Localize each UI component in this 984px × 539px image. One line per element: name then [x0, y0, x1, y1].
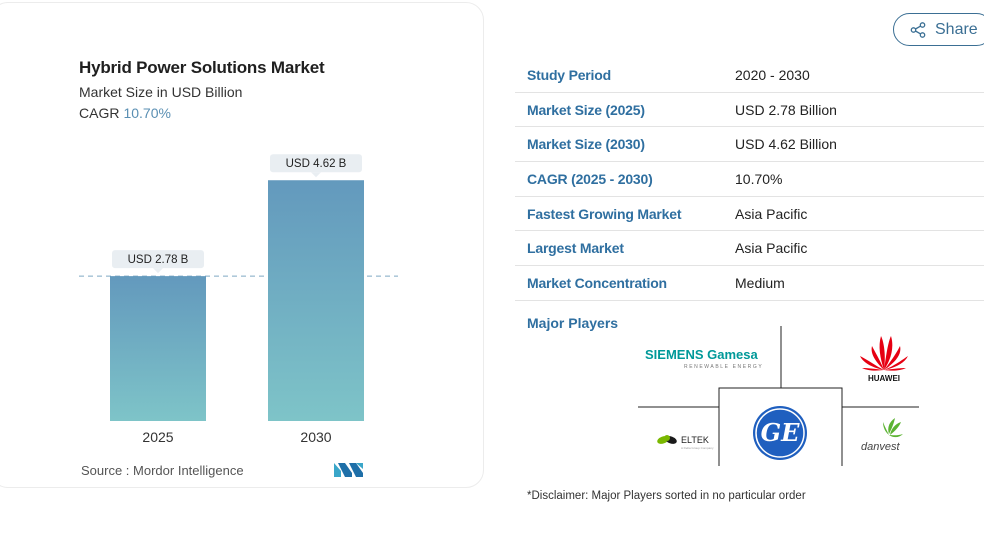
danvest-leaf-icon — [883, 418, 903, 438]
data-label-bg — [270, 154, 362, 173]
chart-card — [0, 2, 484, 488]
ge-logo: GE — [753, 406, 807, 460]
share-icon — [910, 21, 926, 38]
chart-title: Hybrid Power Solutions Market — [79, 58, 325, 77]
ge-name: GE — [761, 418, 800, 447]
eltek-tagline: A Delta Group Company — [681, 446, 714, 450]
major-players-title: Major Players — [527, 315, 619, 331]
grid-divider — [718, 387, 843, 466]
data-label-2025: USD 2.78 B — [128, 254, 189, 266]
huawei-logo: HUAWEI — [860, 336, 908, 383]
mordor-intelligence-logo-icon — [334, 463, 363, 477]
info-label: Study Period — [527, 66, 611, 83]
info-row-cagr: CAGR (2025 - 2030) 10.70% — [515, 162, 984, 197]
info-label: Largest Market — [527, 240, 624, 257]
source-label: Source : — [81, 463, 130, 478]
info-value: Asia Pacific — [735, 240, 808, 257]
info-label: Market Size (2030) — [527, 136, 645, 153]
siemens-gamesa-tagline: RENEWABLE ENERGY — [684, 364, 763, 370]
siemens-gamesa-logo: SIEMENS Gamesa RENEWABLE ENERGY — [645, 347, 763, 370]
bar-2030 — [268, 180, 364, 421]
bar-2025 — [110, 276, 206, 421]
eltek-mark-icon — [657, 435, 677, 444]
danvest-logo: danvest — [861, 418, 903, 453]
siemens-gamesa-name: SIEMENS Gamesa — [645, 347, 758, 362]
info-value: USD 4.62 Billion — [735, 136, 837, 153]
disclaimer: *Disclaimer: Major Players sorted in no … — [527, 490, 806, 502]
data-label-bg — [112, 250, 204, 269]
info-value: 2020 - 2030 — [735, 66, 810, 83]
huawei-name: HUAWEI — [868, 374, 900, 383]
source-text: Mordor Intelligence — [133, 463, 244, 478]
huawei-petals-icon — [860, 336, 908, 371]
market-info-table: Study Period 2020 - 2030 Market Size (20… — [515, 58, 984, 301]
chart-source: Source : Mordor Intelligence — [81, 463, 244, 478]
cagr-value: 10.70% — [123, 105, 171, 121]
share-label: Share — [935, 20, 978, 38]
ge-circle-icon — [753, 406, 807, 460]
info-row-largest-market: Largest Market Asia Pacific — [515, 231, 984, 267]
info-value: USD 2.78 Billion — [735, 101, 837, 118]
info-label: Market Size (2025) — [527, 101, 645, 118]
info-label: Market Concentration — [527, 274, 667, 291]
share-button[interactable]: Share — [893, 13, 984, 46]
bar-chart: USD 2.78 B 2025 USD 4.62 B 2030 — [79, 154, 398, 445]
info-label: CAGR (2025 - 2030) — [527, 170, 653, 187]
info-value: 10.70% — [735, 170, 783, 187]
info-label: Fastest Growing Market — [527, 205, 682, 222]
danvest-name: danvest — [861, 441, 900, 453]
eltek-logo: ELTEK A Delta Group Company — [657, 435, 714, 450]
x-tick-label-2025: 2025 — [142, 429, 173, 445]
cagr-label: CAGR — [79, 105, 120, 121]
eltek-name: ELTEK — [681, 435, 709, 445]
info-row-fastest-growing: Fastest Growing Market Asia Pacific — [515, 197, 984, 232]
chart-subtitle: Market Size in USD Billion — [79, 84, 243, 100]
x-tick-label-2030: 2030 — [300, 429, 331, 445]
major-players-logo-grid: SIEMENS Gamesa RENEWABLE ENERGY HUAWEI E… — [638, 326, 919, 466]
data-label-pointer — [311, 172, 321, 178]
data-label-2030: USD 4.62 B — [286, 158, 347, 170]
info-value: Asia Pacific — [735, 205, 808, 222]
data-label-pointer — [153, 268, 163, 274]
info-row-market-size-2025: Market Size (2025) USD 2.78 Billion — [515, 93, 984, 128]
chart-cagr: CAGR 10.70% — [79, 105, 171, 121]
info-row-market-size-2030: Market Size (2030) USD 4.62 Billion — [515, 127, 984, 163]
info-value: Medium — [735, 274, 785, 291]
info-row-market-concentration: Market Concentration Medium — [515, 266, 984, 301]
info-row-study-period: Study Period 2020 - 2030 — [515, 58, 984, 93]
